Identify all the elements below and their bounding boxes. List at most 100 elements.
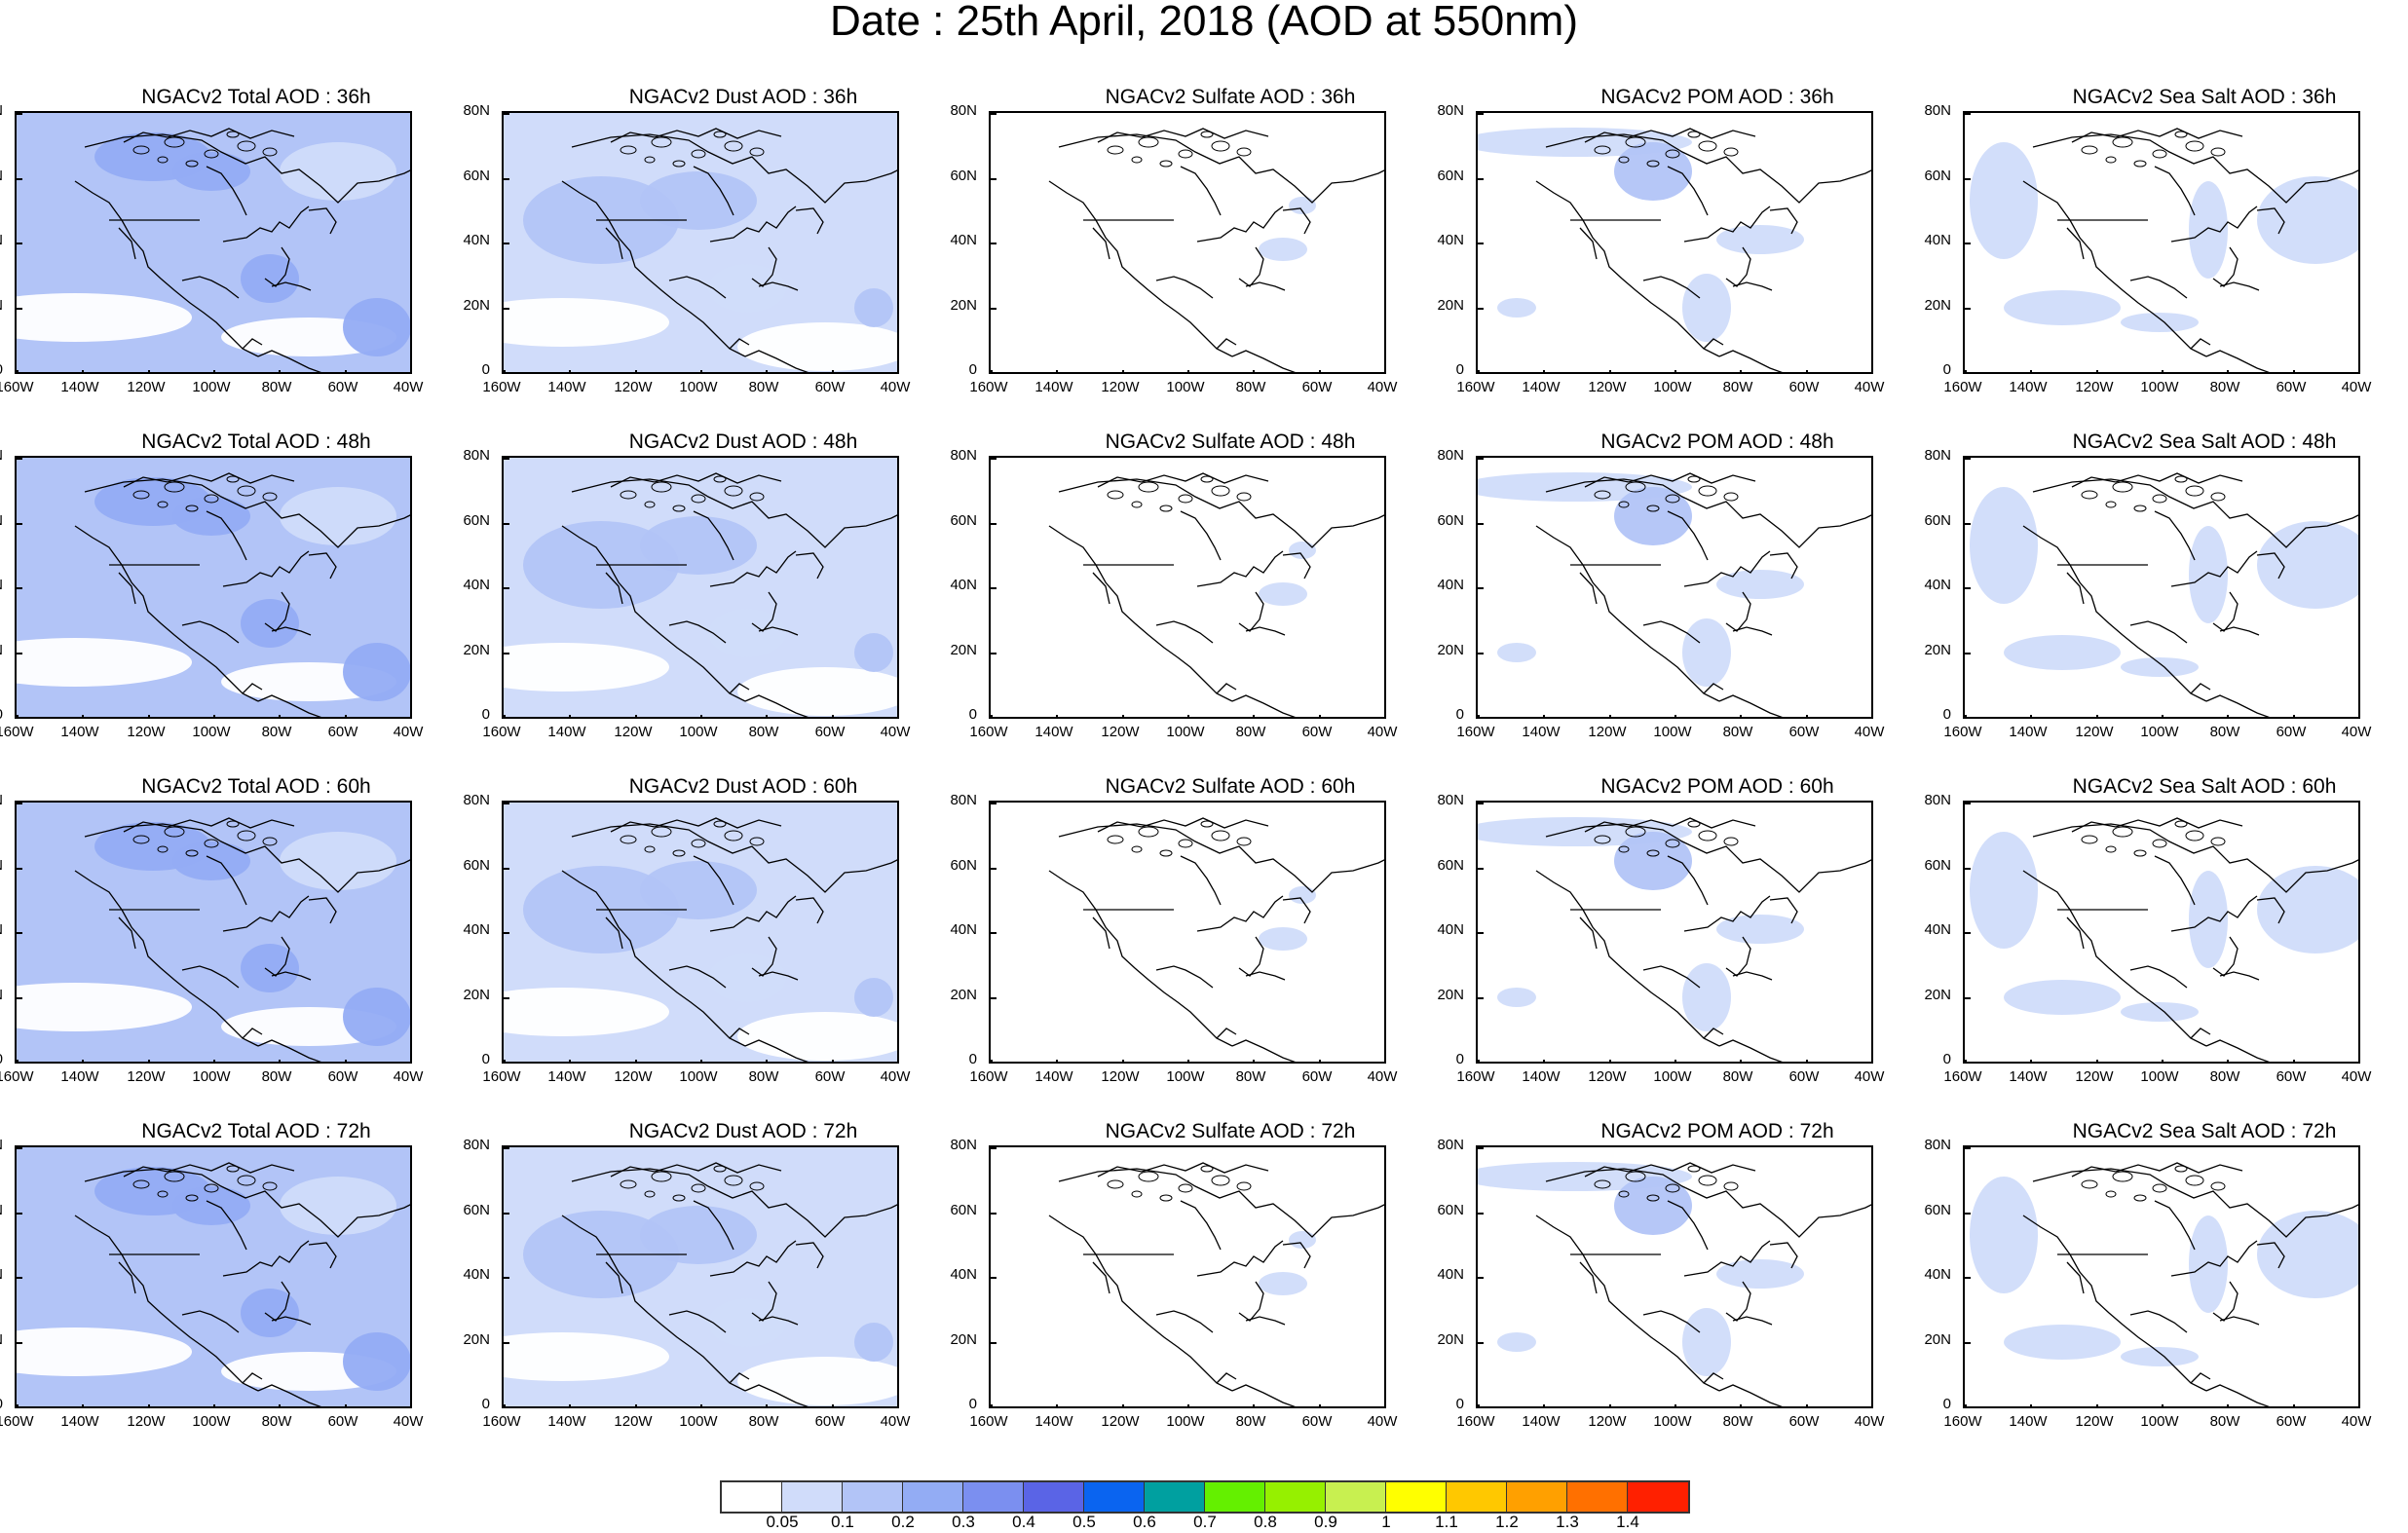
colorbar-box [1628,1482,1688,1512]
map-frame [1963,1145,2360,1408]
aod-field [504,643,669,692]
island [1178,839,1193,848]
aod-field [2004,635,2121,670]
island [1625,1171,1646,1182]
island [237,830,256,841]
lon-label: 160W [1943,379,1982,395]
island [2210,837,2226,846]
lon-label: 100W [1166,379,1205,395]
coastline [123,472,295,488]
map-panel: NGACv2 POM AOD : 48h 80N 60N 40N 20N 0 160W 140… [1437,430,1971,757]
coastline [571,478,897,548]
lat-tick [1965,1277,1971,1279]
island [672,160,686,168]
lon-label: 80W [2209,724,2240,740]
lon-tick [2030,1060,2032,1062]
lon-tick [1187,370,1189,372]
lon-label: 40W [393,1068,424,1085]
aod-field [504,1332,669,1381]
lat-label: 80N [1437,792,1464,808]
island [185,160,199,168]
map-panel: NGACv2 POM AOD : 36h 80N 60N 40N 20N 0 160W 140… [1437,86,1971,412]
island [1698,830,1717,841]
coastline [118,572,136,605]
aod-map [504,1147,897,1406]
lon-tick [2358,1060,2360,1064]
lon-label: 40W [880,724,911,740]
lat-label: 0 [1455,361,1464,378]
lon-tick [1806,715,1808,717]
lat-tick [1478,587,1484,589]
lon-label: 140W [1522,724,1561,740]
lat-tick [991,803,997,804]
island [1178,494,1193,504]
aod-field [1614,142,1692,201]
lon-tick [1056,1060,1058,1062]
coastline [1545,823,1871,893]
island [1625,826,1646,838]
coastline [2212,1281,2239,1322]
aod-field [2121,657,2199,677]
lon-label: 40W [1854,379,1885,395]
island [226,131,240,138]
lat-label: 40N [0,233,3,248]
lat-tick [1478,523,1484,525]
lon-label: 140W [2009,379,2048,395]
island [2210,147,2226,157]
colorbar-label: 0.2 [891,1513,915,1531]
lat-tick [1965,587,1971,589]
colorbar-box [1024,1482,1084,1512]
map-panel: NGACv2 Sea Salt AOD : 36h 80N 60N 40N 20N 0 16… [1924,86,2408,412]
coastline [709,550,797,587]
lat-label: 20N [1924,297,1951,314]
coastline [1155,620,1214,644]
lon-tick [345,1404,347,1406]
lat-label: 40N [1924,577,1951,593]
lon-label: 160W [1456,1413,1495,1430]
island [157,845,169,853]
aod-field [1614,832,1692,890]
lat-label: 40N [0,578,3,593]
island [1698,1175,1717,1186]
panel-title: NGACv2 Sulfate AOD : 60h [1105,775,1356,798]
island [1687,131,1701,138]
lat-label: 40N [1924,921,1951,938]
colorbar-box [963,1482,1024,1512]
map-frame [1963,801,2360,1064]
aod-map [1478,113,1871,372]
lon-label: 60W [327,724,358,740]
lon-label: 140W [1522,1068,1561,1085]
aod-field [241,254,299,303]
lat-label: 60N [0,858,3,874]
lat-label: 40N [950,921,977,938]
lat-tick [991,587,997,589]
lat-tick [991,1213,997,1215]
lon-label: 160W [1943,1413,1982,1430]
lon-label: 140W [2009,724,2048,740]
lat-label: 20N [1924,987,1951,1003]
coastline [668,965,727,989]
lat-label: 20N [463,642,490,658]
island [1211,140,1230,152]
lon-label: 100W [1166,1413,1205,1430]
island [1107,145,1124,155]
lon-tick [504,1404,506,1406]
island [1723,147,1739,157]
lon-label: 160W [1943,724,1982,740]
lon-tick [1871,1060,1873,1064]
coastline [2256,552,2285,580]
coastline [123,128,295,143]
island [2112,136,2133,148]
island [1131,156,1143,164]
lon-tick [635,1404,637,1406]
lat-tick [504,1342,509,1344]
coastline [1667,166,1709,216]
aod-field [1614,487,1692,545]
lat-tick [504,932,509,934]
coastline [181,1310,240,1333]
island [1211,830,1230,841]
coastline [1545,478,1871,548]
lon-tick [1122,1404,1124,1406]
lat-label: 40N [1437,1266,1464,1283]
coastline [729,1372,750,1384]
